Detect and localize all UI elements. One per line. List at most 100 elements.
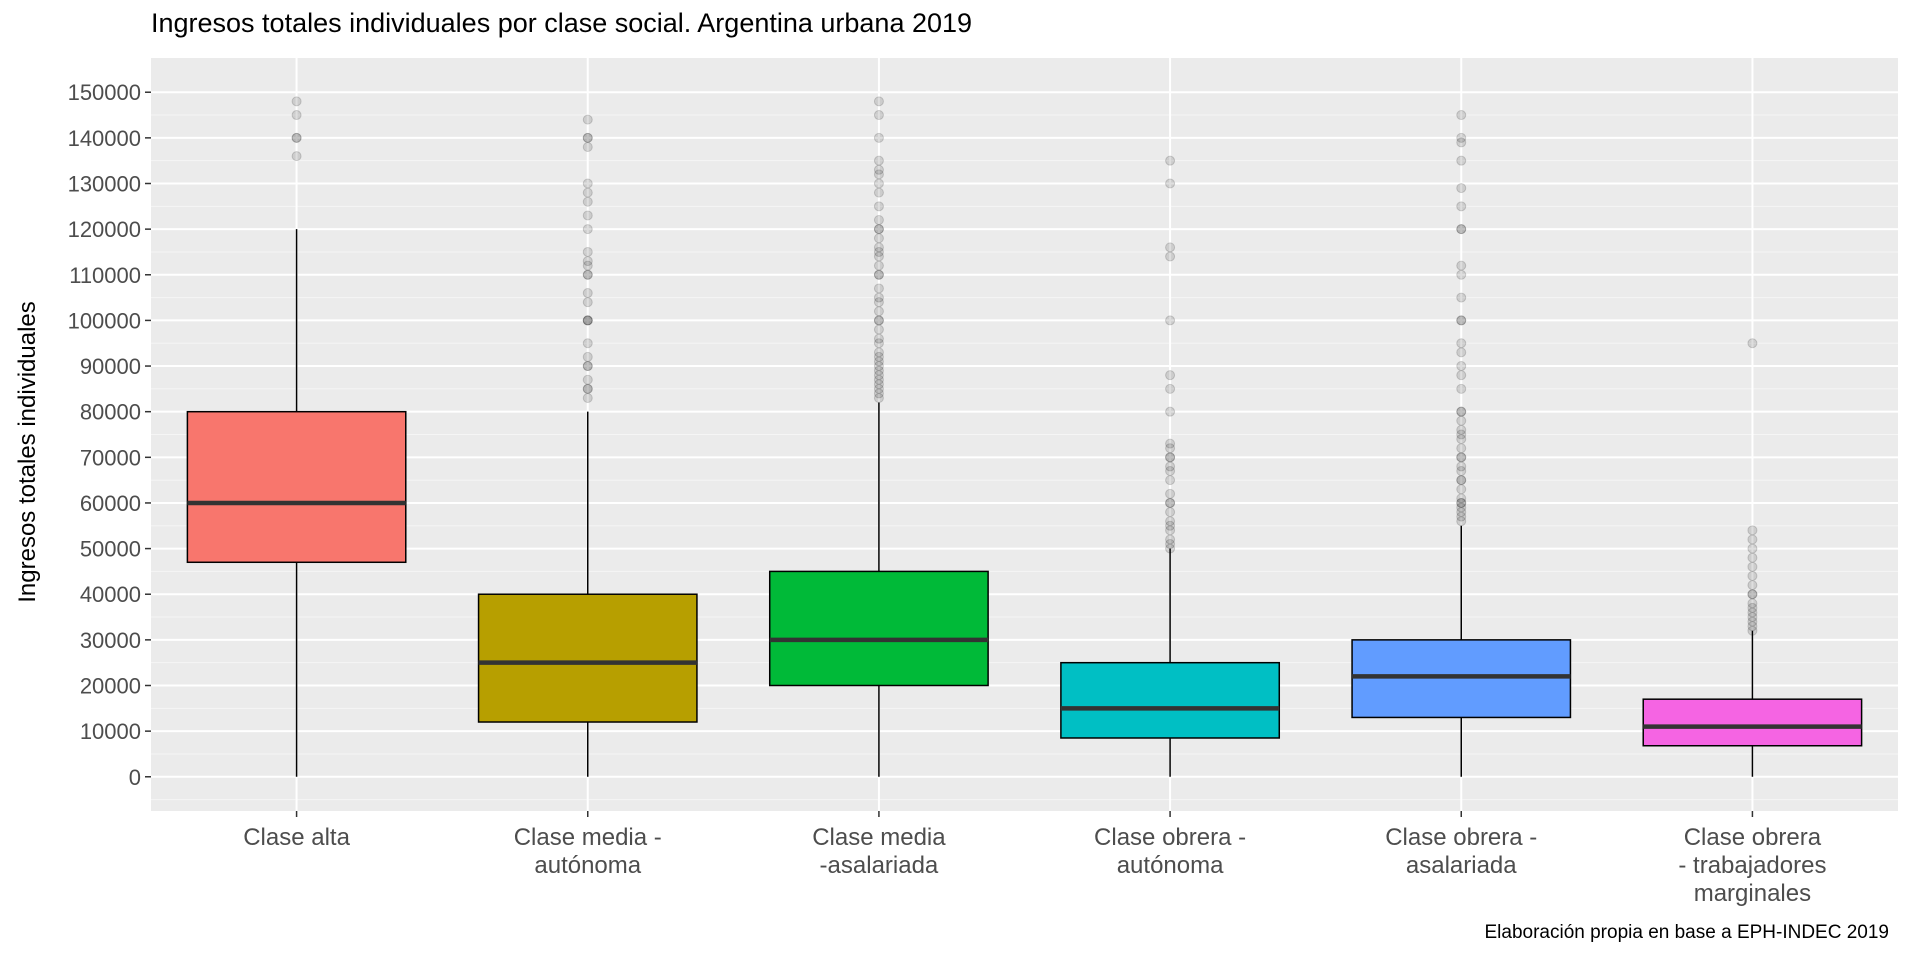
outlier-point [1456,224,1467,235]
outlier-point [1165,452,1176,463]
outlier-point [1456,461,1467,472]
outlier-point [1456,406,1467,417]
outlier-point [1456,516,1467,527]
x-tick-label: Clase media -asalariada [812,824,946,879]
outlier-point [1456,347,1467,358]
outlier-point [1747,607,1758,618]
outlier-point [1165,461,1176,472]
outlier-point [582,374,593,385]
outlier-point [1747,580,1758,591]
box-6 [1642,338,1863,777]
outlier-point [1747,552,1758,563]
outlier-point [873,155,884,166]
outlier-point [1165,178,1176,189]
box-iqr [1351,639,1572,719]
outlier-point [1747,338,1758,349]
outlier-point [1456,315,1467,326]
outlier-point [1456,452,1467,463]
outlier-point [1456,475,1467,486]
y-axis: 0 10000 20000 30000 40000 50000 60000 70000 8000… [68,80,151,790]
outlier-point [1165,383,1176,394]
outlier-point [873,383,884,394]
outlier-point [873,374,884,385]
outlier-point [1456,406,1467,417]
outlier-point [873,269,884,280]
outlier-point [1456,338,1467,349]
outlier-point [291,132,302,143]
outlier-point [873,224,884,235]
outlier-point [582,246,593,257]
outlier-point [873,233,884,244]
outlier-point [1456,155,1467,166]
chart-caption: Elaboración propia en base a EPH-INDEC 2… [1484,922,1889,943]
outlier-point [1165,520,1176,531]
box-2 [477,114,698,777]
outlier-point [1456,507,1467,518]
outlier-point [873,215,884,226]
y-tick-label: 10000 [80,719,141,744]
outlier-point [582,351,593,362]
outlier-point [873,132,884,143]
outlier-point [582,315,593,326]
outlier-point [1165,516,1176,527]
outlier-point [582,210,593,221]
outlier-point [582,132,593,143]
y-tick-label: 20000 [80,674,141,699]
outlier-point [1165,406,1176,417]
outlier-point [291,110,302,121]
outlier-point [1165,251,1176,262]
x-tick-label: Clase alta [243,824,350,851]
outlier-point [582,361,593,372]
outlier-point [1165,534,1176,545]
outlier-point [1456,466,1467,477]
outlier-point [1456,315,1467,326]
y-tick-label: 80000 [80,400,141,425]
box-iqr [768,570,989,687]
outlier-point [582,288,593,299]
outlier-point [582,361,593,372]
chart-title: Ingresos totales individuales por clase … [151,8,973,38]
outlier-point [582,392,593,403]
y-tick-label: 130000 [68,172,141,197]
outlier-point [582,383,593,394]
outlier-point [1456,183,1467,194]
box-iqr [186,410,407,564]
outlier-point [1456,484,1467,495]
outlier-point [1165,155,1176,166]
outlier-point [1165,242,1176,253]
x-tick-label: Clase obrera -autónoma [1094,824,1246,879]
outlier-point [873,361,884,372]
outlier-point [873,224,884,235]
outlier-point [873,365,884,376]
outlier-point [1165,497,1176,508]
outlier-point [582,114,593,125]
outlier-point [873,96,884,107]
outlier-point [1165,539,1176,550]
outlier-point [873,315,884,326]
outlier-point [1747,602,1758,613]
outlier-point [873,242,884,253]
outlier-point [582,256,593,267]
outlier-point [873,388,884,399]
outlier-point [1747,589,1758,600]
outlier-point [1456,361,1467,372]
outlier-point [1456,137,1467,148]
outlier-point [582,269,593,280]
outlier-point [873,356,884,367]
outlier-point [1165,543,1176,554]
y-tick-label: 150000 [68,80,141,105]
outlier-point [1165,466,1176,477]
outlier-point [873,164,884,175]
outlier-point [873,178,884,189]
outlier-point [873,169,884,180]
y-tick-label: 0 [129,765,141,790]
y-tick-label: 50000 [80,537,141,562]
box-3 [768,96,989,777]
box-iqr [1060,661,1281,739]
box-iqr [477,593,698,723]
outlier-point [1456,502,1467,513]
x-axis: Clase alta Clase media -autónoma Clase med… [243,811,1826,907]
outlier-point [1165,315,1176,326]
outlier-point [1165,475,1176,486]
